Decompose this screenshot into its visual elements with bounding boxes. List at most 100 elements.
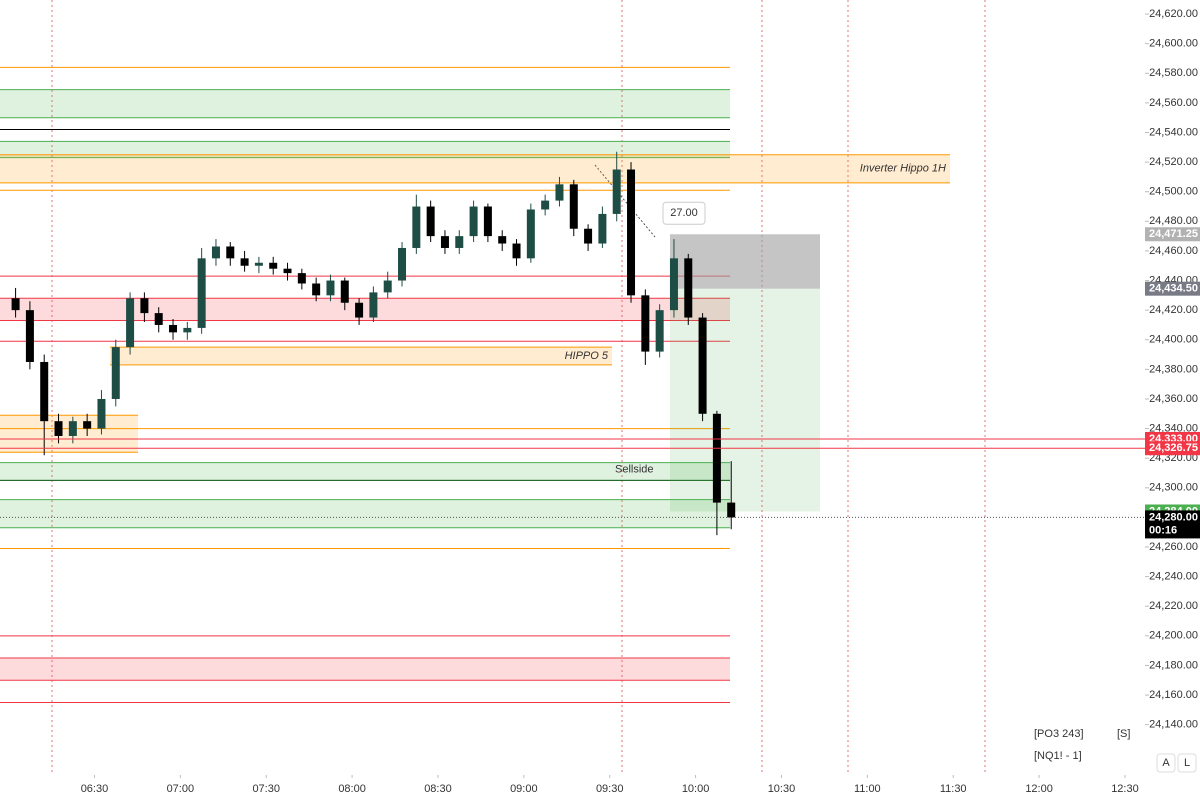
candle-body: [612, 169, 621, 214]
candle-body: [283, 268, 292, 274]
candle-body: [226, 246, 235, 259]
price-tag-label: 24,434.50: [1149, 283, 1198, 295]
candle-body: [340, 280, 349, 303]
measure-label: 27.00: [670, 207, 698, 219]
candle-body: [25, 310, 34, 362]
auto-button[interactable]: [1156, 753, 1176, 773]
candle-body: [369, 292, 378, 318]
y-tick-label: 24,380.00: [1149, 363, 1198, 375]
x-tick-label: 12:30: [1111, 783, 1139, 795]
y-tick-label: 24,600.00: [1149, 38, 1198, 50]
candle-body: [440, 236, 449, 248]
x-tick-label: 11:00: [854, 783, 881, 795]
x-tick-label: 08:00: [338, 783, 366, 795]
countdown: 00:16: [1149, 524, 1177, 536]
y-tick-label: 24,260.00: [1149, 541, 1198, 553]
y-tick-label: 24,160.00: [1149, 689, 1198, 701]
zone: [0, 141, 730, 158]
candle-body: [54, 421, 63, 436]
candle-body: [569, 184, 578, 229]
axis-bg: [1145, 0, 1200, 800]
candle-body: [269, 262, 278, 269]
y-tick-label: 24,220.00: [1149, 600, 1198, 612]
price-tag-label: 24,471.25: [1149, 228, 1198, 240]
candle-body: [469, 206, 478, 237]
log-button[interactable]: [1177, 753, 1197, 773]
candle-body: [627, 169, 636, 296]
y-tick-label: 24,200.00: [1149, 630, 1198, 642]
candle-body: [254, 262, 263, 266]
x-tick-label: 10:30: [768, 783, 796, 795]
risk-box: [670, 234, 820, 289]
measure-box: [662, 201, 706, 225]
candle-body: [483, 206, 492, 237]
candle-body: [111, 347, 120, 399]
x-tick-label: 07:30: [252, 783, 280, 795]
candle-body: [555, 184, 564, 201]
candle-body: [68, 421, 77, 436]
zone-label: HIPPO 5: [565, 350, 609, 362]
candle-body: [712, 413, 721, 503]
candle-body: [383, 280, 392, 293]
candle-body: [183, 327, 192, 333]
candle-body: [83, 421, 92, 429]
y-tick-label: 24,620.00: [1149, 8, 1198, 20]
candle-body: [40, 361, 49, 422]
candle-body: [240, 258, 249, 266]
zone: [0, 154, 950, 183]
candle-body: [455, 236, 464, 248]
zone: [0, 89, 730, 118]
y-tick-label: 24,560.00: [1149, 97, 1198, 109]
y-tick-label: 24,520.00: [1149, 156, 1198, 168]
x-tick-label: 06:30: [81, 783, 109, 795]
candle-body: [541, 200, 550, 210]
log-button-label[interactable]: L: [1184, 757, 1190, 769]
indicator-label: [PO3 243]: [1034, 728, 1084, 740]
candle-body: [512, 243, 521, 259]
y-tick-label: 24,420.00: [1149, 304, 1198, 316]
time-axis-bg: [0, 775, 1200, 800]
candle-body: [97, 398, 106, 429]
candle-body: [211, 246, 220, 259]
y-tick-label: 24,500.00: [1149, 186, 1198, 198]
candle-body: [11, 298, 20, 311]
candle-body: [197, 258, 206, 328]
y-tick-label: 24,400.00: [1149, 334, 1198, 346]
price-tag: [1145, 227, 1200, 242]
zone: [0, 499, 730, 528]
zone: [110, 347, 612, 365]
x-tick-label: 10:00: [682, 783, 710, 795]
candle-body: [727, 502, 736, 518]
y-tick-label: 24,540.00: [1149, 126, 1198, 138]
x-tick-label: 07:00: [167, 783, 195, 795]
x-tick-label: 08:30: [424, 783, 452, 795]
flag-label: [S]: [1117, 728, 1130, 740]
x-tick-label: 09:00: [510, 783, 538, 795]
candle-body: [326, 280, 335, 296]
candle-body: [698, 317, 707, 414]
candle-body: [584, 228, 593, 244]
candle-body: [598, 213, 607, 244]
y-tick-label: 24,340.00: [1149, 422, 1198, 434]
session-lines: [51, 0, 986, 775]
candle-body: [684, 258, 693, 318]
zone-label: Inverter Hippo 1H: [860, 163, 946, 175]
candle-body: [312, 283, 321, 296]
y-tick-label: 24,360.00: [1149, 393, 1198, 405]
candle-body: [297, 273, 306, 284]
y-tick-label: 24,580.00: [1149, 67, 1198, 79]
candle-body: [355, 302, 364, 318]
y-tick-label: 24,480.00: [1149, 215, 1198, 227]
y-tick-label: 24,300.00: [1149, 482, 1198, 494]
reward-box: [670, 288, 820, 512]
price-tag: [1145, 441, 1200, 456]
candle-body: [641, 295, 650, 352]
candle-body: [426, 206, 435, 237]
level-label: Sellside: [615, 463, 654, 475]
y-tick-label: 24,140.00: [1149, 719, 1198, 731]
candle-body: [655, 310, 664, 352]
price-tag-label: 24,280.00: [1149, 511, 1198, 523]
candle-body: [169, 324, 178, 333]
auto-button-label[interactable]: A: [1162, 757, 1170, 769]
